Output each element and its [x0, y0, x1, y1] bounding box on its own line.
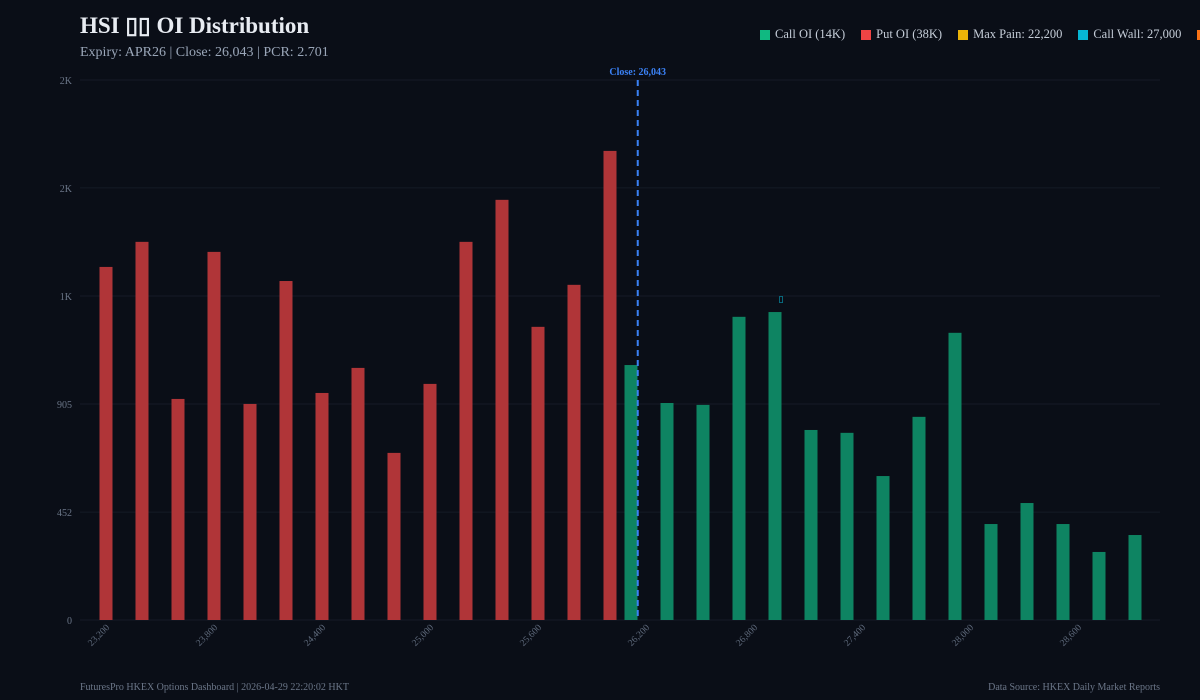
- legend-item-call-wall[interactable]: Call Wall: 27,000: [1078, 27, 1181, 42]
- call-oi-bar: [1128, 535, 1142, 620]
- legend-swatch: [1197, 29, 1200, 40]
- footer-right: Data Source: HKEX Daily Market Reports: [988, 682, 1160, 693]
- call-oi-bar: [696, 404, 710, 620]
- legend-label: Put OI (38K): [876, 27, 943, 41]
- put-oi-bar: [495, 199, 509, 620]
- put-oi-bar: [531, 326, 545, 620]
- footer-left: FuturesPro HKEX Options Dashboard | 2026…: [80, 682, 349, 693]
- close-price-label: Close: 26,043: [609, 67, 666, 78]
- call-oi-bar: [804, 429, 818, 620]
- call-oi-bar: [912, 416, 926, 620]
- call-wall-marker-icon: ▯: [779, 295, 784, 305]
- call-oi-bar: [948, 332, 962, 620]
- put-oi-bar: [423, 383, 437, 620]
- call-oi-bar: [660, 402, 674, 620]
- call-oi-bar: [1020, 503, 1034, 620]
- legend-swatch: [760, 29, 770, 40]
- x-tick-label: 26,800: [735, 623, 761, 649]
- y-tick-label: 0: [67, 616, 72, 627]
- x-tick-label: 26,200: [627, 623, 653, 649]
- put-oi-bar: [99, 266, 113, 620]
- chart-subtitle: Expiry: APR26 | Close: 26,043 | PCR: 2.7…: [80, 45, 329, 60]
- legend: Call OI (14K) Put OI (38K) Max Pain: 22,…: [760, 27, 1200, 42]
- legend-label: Call OI (14K): [775, 27, 846, 41]
- put-oi-bar: [459, 241, 473, 621]
- put-oi-bar: [243, 403, 257, 620]
- call-oi-bar: [1056, 524, 1070, 620]
- call-oi-bar: [768, 312, 782, 620]
- y-tick-label: 2K: [60, 76, 73, 87]
- put-oi-bar: [315, 392, 329, 620]
- call-oi-bar: [876, 476, 890, 620]
- call-oi-bar: [624, 365, 638, 620]
- y-tick-label: 905: [57, 400, 72, 411]
- x-tick-label: 23,800: [195, 623, 221, 649]
- x-tick-label: 27,400: [843, 623, 869, 649]
- legend-label: Max Pain: 22,200: [973, 27, 1063, 41]
- legend-item-call-oi[interactable]: Call OI (14K): [760, 27, 845, 42]
- y-tick-label: 1K: [60, 292, 73, 303]
- legend-item-put-oi[interactable]: Put OI (38K): [861, 27, 942, 42]
- x-tick-label: 24,400: [303, 623, 329, 649]
- put-oi-bar: [171, 398, 185, 620]
- y-tick-label: 452: [57, 508, 72, 519]
- put-oi-bar: [135, 241, 149, 621]
- x-tick-label: 23,200: [87, 623, 113, 649]
- chart-title: HSI ▯▯ OI Distribution: [80, 13, 310, 38]
- put-oi-bar: [207, 251, 221, 620]
- call-oi-bar: [840, 432, 854, 620]
- call-oi-bar: [984, 524, 998, 620]
- put-oi-bar: [351, 367, 365, 620]
- x-tick-label: 25,600: [519, 623, 545, 649]
- x-tick-label: 25,000: [411, 623, 437, 649]
- x-tick-label: 28,600: [1059, 623, 1085, 649]
- put-oi-bar: [387, 452, 401, 620]
- put-oi-bar: [603, 150, 617, 620]
- put-oi-bar: [279, 281, 293, 620]
- legend-label: Call Wall: 27,000: [1093, 27, 1182, 41]
- y-tick-label: 2K: [60, 184, 73, 195]
- legend-swatch: [861, 29, 872, 40]
- legend-swatch: [958, 29, 969, 40]
- legend-swatch: [1078, 29, 1089, 40]
- call-oi-bar: [732, 316, 746, 620]
- legend-item-put-wall[interactable]: P: [1197, 27, 1200, 42]
- put-oi-bar: [567, 284, 581, 620]
- call-oi-bar: [1092, 551, 1106, 620]
- legend-item-max-pain[interactable]: Max Pain: 22,200: [958, 27, 1062, 42]
- x-tick-label: 28,000: [951, 623, 977, 649]
